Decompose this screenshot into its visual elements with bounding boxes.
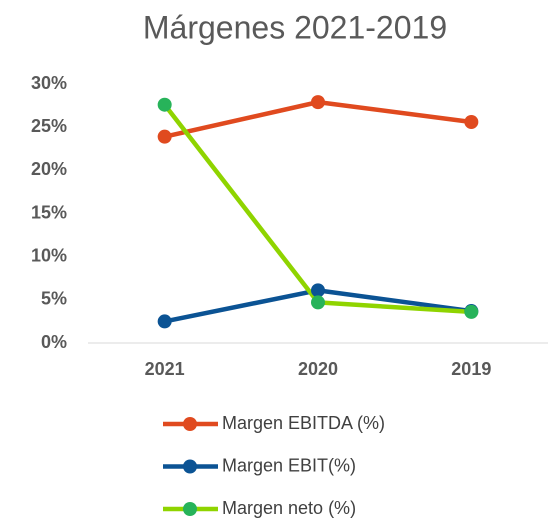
x-tick-label: 2019 [451,359,491,379]
y-tick-label: 30% [31,73,67,93]
legend-marker [183,502,197,516]
marker [311,283,325,298]
legend-marker [183,459,197,474]
legend-marker [183,417,197,431]
y-tick-label: 5% [41,289,67,309]
y-tick-label: 0% [41,332,67,352]
legend-label: Margen EBIT(%) [222,455,356,475]
marker [157,97,172,112]
marker [464,114,479,129]
legend-label: Margen EBITDA (%) [222,413,385,433]
chart-title: Márgenes 2021-2019 [143,9,447,45]
marker [464,304,479,319]
y-tick-label: 25% [31,116,67,136]
x-tick-label: 2020 [298,359,338,379]
x-tick-label: 2021 [145,359,185,379]
marker [311,95,325,110]
series-line [162,103,472,315]
marker [311,295,325,310]
y-tick-label: 15% [31,202,67,222]
legend-label: Margen neto (%) [222,498,356,518]
y-tick-label: 10% [31,245,67,265]
marker [157,314,172,329]
y-tick-label: 20% [31,159,67,179]
marker [157,129,172,144]
